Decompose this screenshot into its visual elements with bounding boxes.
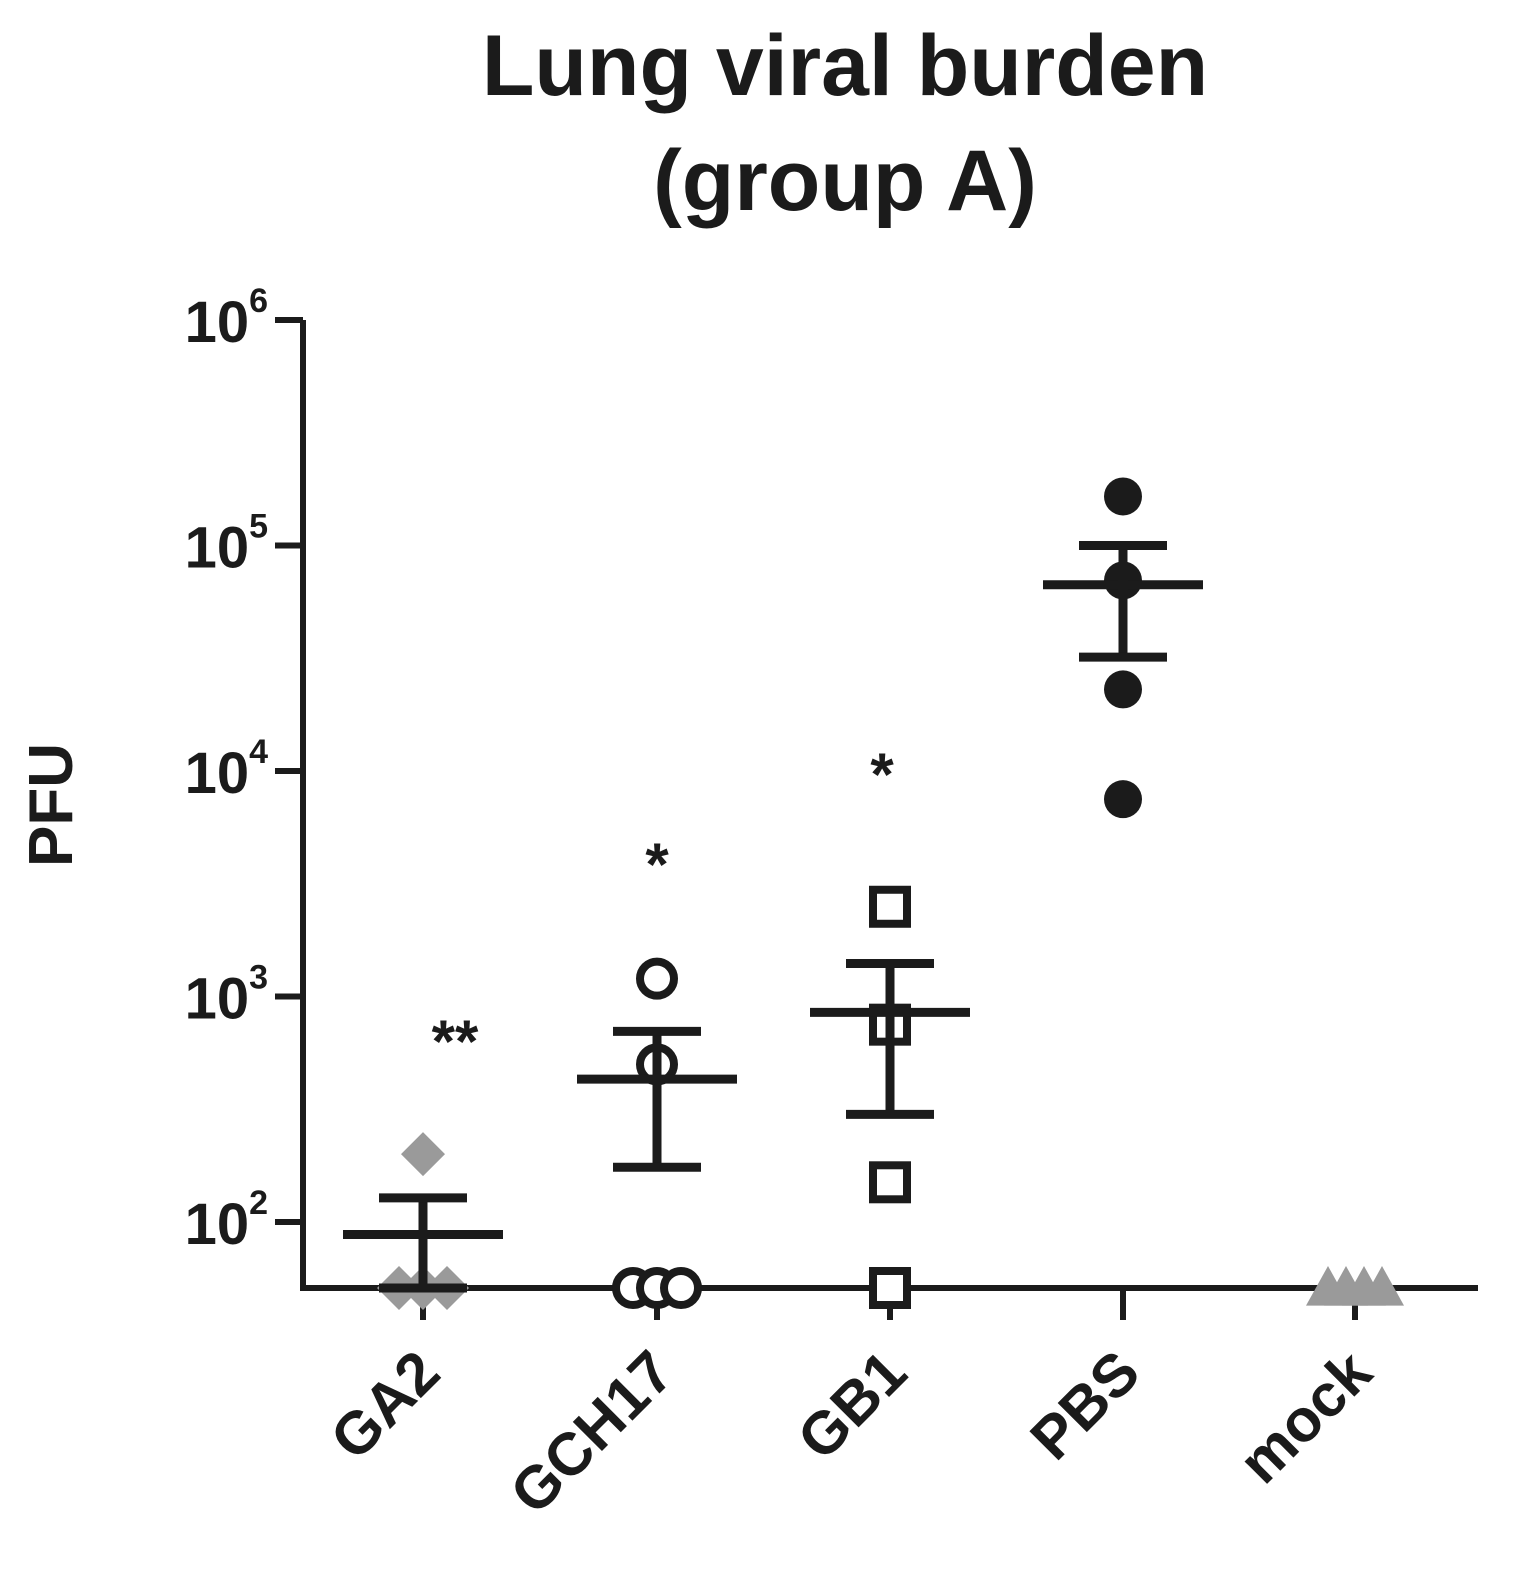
- data-point-triangle: [1360, 1266, 1404, 1306]
- y-tick-label-base: 10: [185, 741, 250, 806]
- y-axis-label: PFU: [17, 743, 86, 867]
- y-tick-label: 104: [185, 733, 269, 806]
- y-tick-label-exponent: 2: [249, 1184, 268, 1222]
- chart-title-line-2: (group A): [653, 133, 1037, 229]
- data-point-open-square: [869, 885, 911, 928]
- significance-label: *: [645, 831, 669, 898]
- data-point-open-square: [869, 1267, 911, 1309]
- y-tick-label: 106: [185, 282, 268, 355]
- y-tick-label-exponent: 4: [249, 733, 268, 771]
- x-category-labels: GA2 GCH17 GB1 PBS mock: [318, 1337, 1385, 1526]
- data-point-filled-circle: [1104, 670, 1142, 709]
- x-category-label: PBS: [1018, 1338, 1153, 1473]
- data-point-filled-circle: [1104, 780, 1142, 819]
- data-point-diamond: [401, 1132, 445, 1177]
- y-tick-label-exponent: 6: [249, 282, 268, 320]
- significance-label: **: [432, 1008, 479, 1075]
- x-category-label: GA2: [318, 1338, 453, 1473]
- y-tick-label: 102: [185, 1184, 268, 1257]
- x-category-label: GB1: [785, 1338, 920, 1473]
- y-tick-label-base: 10: [185, 516, 250, 581]
- y-tick-label: 103: [185, 959, 268, 1032]
- y-tick-label-base: 10: [185, 1192, 250, 1257]
- data-point-open-square: [869, 1161, 911, 1204]
- y-tick-label-exponent: 5: [249, 508, 268, 546]
- data-marks: [343, 477, 1404, 1310]
- data-point-filled-circle: [1104, 477, 1142, 516]
- data-point-open-circle: [660, 1267, 702, 1309]
- y-tick-label-base: 10: [185, 967, 250, 1032]
- x-category-label: GCH17: [497, 1338, 686, 1527]
- y-tick-label-exponent: 3: [249, 959, 268, 997]
- y-tick-label-base: 10: [185, 290, 250, 355]
- data-point-open-circle: [636, 957, 678, 1000]
- y-tick-label: 105: [185, 508, 268, 581]
- chart-title-line-1: Lung viral burden: [482, 18, 1208, 114]
- significance-label: *: [870, 741, 894, 808]
- x-category-label: mock: [1226, 1337, 1385, 1496]
- significance-labels: ****: [432, 741, 895, 1075]
